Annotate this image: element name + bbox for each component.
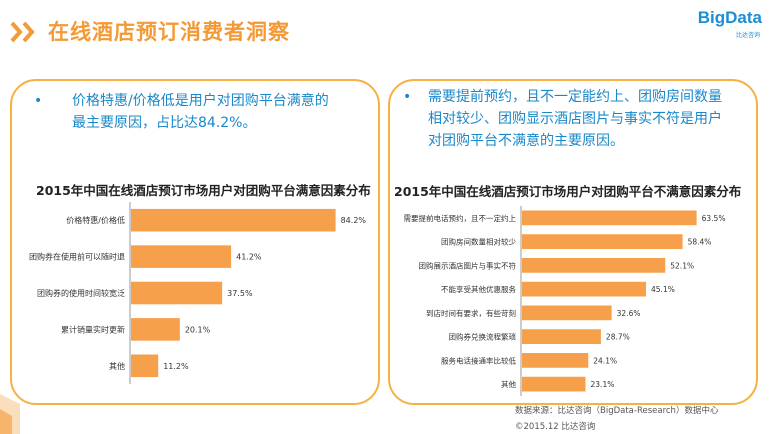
- right-insight-line-1: 需要提前预约，且不一定能约上、团购房间数量: [428, 89, 722, 105]
- category-label: 不能享受其他优惠服务: [441, 284, 516, 294]
- category-label: 团购券在使用前可以随时退: [29, 252, 125, 262]
- bar: [131, 354, 159, 378]
- value-label: 32.6%: [617, 309, 641, 318]
- bar: [131, 208, 336, 232]
- right-insight-line-2: 相对较少、团购显示酒店图片与事实不符是用户: [428, 111, 722, 127]
- value-label: 58.4%: [688, 238, 712, 247]
- bar: [131, 245, 232, 268]
- value-label: 52.1%: [670, 261, 694, 270]
- left-chart-title: 2015年中国在线酒店预订市场用户对团购平台满意因素分布: [36, 183, 371, 198]
- category-label: 团购展示酒店图片与事实不符: [419, 260, 517, 270]
- value-label: 45.1%: [651, 285, 675, 294]
- bar: [131, 318, 180, 341]
- page-title: 在线酒店预订消费者洞察: [48, 20, 290, 44]
- category-label: 服务电话接通率比较低: [441, 355, 516, 365]
- bar: [522, 234, 683, 249]
- value-label: 20.1%: [185, 325, 211, 334]
- category-label: 累计销量实时更新: [61, 324, 125, 334]
- value-label: 41.2%: [236, 253, 262, 262]
- value-label: 28.7%: [606, 333, 630, 342]
- category-label: 团购券兑换流程繁琐: [449, 332, 517, 342]
- bar: [522, 305, 612, 321]
- category-label: 需要提前电话预约，且不一定约上: [404, 213, 517, 223]
- category-label: 团购房间数量相对较少: [441, 237, 516, 247]
- logo-text: BigData: [697, 8, 762, 27]
- category-label: 到店时间有要求，有些苛刻: [426, 308, 516, 318]
- bar: [522, 376, 586, 392]
- right-chart-title: 2015年中国在线酒店预订市场用户对团购平台不满意因素分布: [394, 184, 742, 199]
- chevron-right-icon: [10, 21, 35, 43]
- right-insight-panel: [388, 79, 758, 405]
- left-insight-line-1: 价格特惠/价格低是用户对团购平台满意的: [72, 93, 329, 109]
- value-label: 23.1%: [591, 380, 615, 389]
- bar: [522, 353, 589, 368]
- left-insight-panel: [10, 79, 380, 405]
- bar: [522, 258, 666, 273]
- bar: [131, 281, 223, 305]
- category-label: 价格特惠/价格低: [66, 215, 125, 225]
- bullet-dot: •: [403, 89, 412, 105]
- value-label: 24.1%: [593, 356, 617, 365]
- value-label: 37.5%: [227, 289, 253, 298]
- bullet-dot: •: [34, 93, 43, 109]
- decorative-corner-graphic: [0, 394, 20, 434]
- value-label: 11.2%: [163, 362, 189, 371]
- bar: [522, 210, 697, 226]
- bar: [522, 329, 601, 344]
- copyright-note: ©2015.12 比达咨询: [515, 422, 596, 432]
- data-source-note: 数据来源：比达咨询（BigData-Research）数据中心: [515, 406, 719, 416]
- category-label: 其他: [501, 379, 516, 389]
- logo-subtitle: 比达咨询: [735, 32, 760, 39]
- category-label: 其他: [109, 361, 125, 371]
- right-insight-line-3: 对团购平台不满意的主要原因。: [428, 133, 624, 149]
- category-label: 团购券的使用时间较宽泛: [37, 288, 125, 298]
- value-label: 63.5%: [702, 214, 726, 223]
- value-label: 84.2%: [341, 216, 367, 225]
- bar: [522, 281, 647, 297]
- left-insight-line-2: 最主要原因，占比达84.2%。: [72, 115, 257, 131]
